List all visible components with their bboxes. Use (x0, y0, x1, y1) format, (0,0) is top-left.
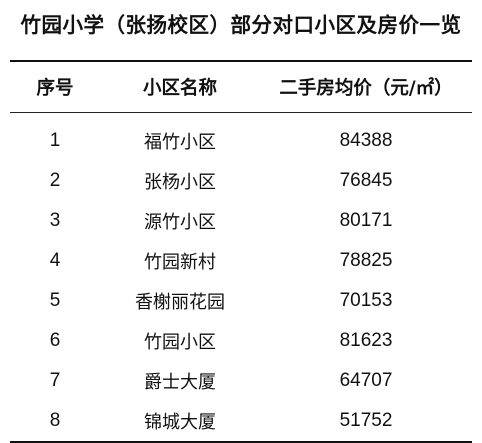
row-avg-price: 64707 (339, 370, 393, 391)
row-index: 4 (49, 250, 61, 271)
row-avg-price: 80171 (339, 210, 393, 231)
row-avg-price: 76845 (339, 170, 393, 191)
row-avg-price: 78825 (339, 250, 393, 271)
row-avg-price: 84388 (339, 130, 393, 151)
row-community-name: 锦城大厦 (144, 412, 216, 433)
table-row: 2 张杨小区 76845 (10, 161, 472, 201)
row-community-name: 香榭丽花园 (135, 292, 225, 313)
table-row: 8 锦城大厦 51752 (10, 401, 472, 441)
row-avg-price: 51752 (339, 410, 393, 431)
header-community-name: 小区名称 (142, 78, 217, 99)
row-index: 5 (49, 290, 61, 311)
row-index: 3 (49, 210, 61, 231)
row-index: 6 (49, 330, 61, 351)
table-row: 1 福竹小区 84388 (10, 121, 472, 161)
row-avg-price: 70153 (339, 290, 393, 311)
housing-price-body: 1 福竹小区 84388 2 张杨小区 76845 3 源竹小区 80171 4… (10, 121, 472, 441)
row-community-name: 福竹小区 (144, 132, 216, 153)
header-index: 序号 (36, 78, 74, 99)
table-row: 7 爵士大厦 64707 (10, 361, 472, 401)
table-row: 4 竹园新村 78825 (10, 241, 472, 281)
row-community-name: 竹园小区 (144, 332, 216, 353)
row-avg-price: 81623 (339, 330, 393, 351)
header-avg-price: 二手房均价（元/㎡） (279, 78, 453, 99)
row-index: 1 (49, 130, 61, 151)
row-index: 2 (49, 170, 61, 191)
row-community-name: 爵士大厦 (144, 372, 216, 393)
table-row: 3 源竹小区 80171 (10, 201, 472, 241)
row-index: 8 (49, 410, 61, 431)
header-rule (10, 112, 472, 113)
row-index: 7 (49, 370, 61, 391)
header-row: 序号 小区名称 二手房均价（元/㎡） (10, 62, 472, 112)
table-row: 5 香榭丽花园 70153 (10, 281, 472, 321)
row-community-name: 张杨小区 (144, 172, 216, 193)
row-community-name: 竹园新村 (144, 252, 216, 273)
row-community-name: 源竹小区 (144, 212, 216, 233)
table-title: 竹园小学（张扬校区）部分对口小区及房价一览 (20, 13, 462, 37)
housing-price-table: 序号 小区名称 二手房均价（元/㎡） (10, 62, 472, 112)
top-rule (10, 60, 472, 62)
table-row: 6 竹园小区 81623 (10, 321, 472, 361)
